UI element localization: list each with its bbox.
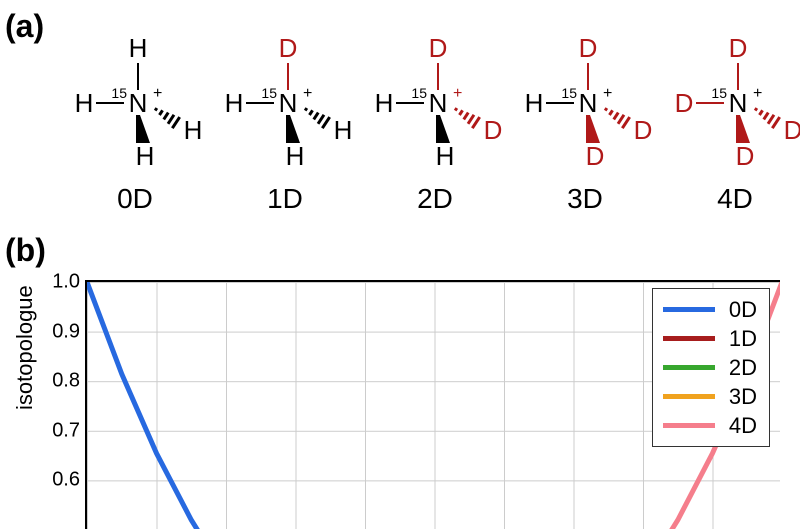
legend-label: 0D [729,297,757,323]
ytick: 0.8 [40,370,80,393]
atom-top: D [429,33,448,63]
molecule-svg-2D: D H D H 15 N + [360,15,510,180]
isotope-label: 15 [561,85,577,101]
center-atom: N [429,88,448,118]
center-atom: N [279,88,298,118]
molecules-row: H H H H 15 N + 0D D H H H 15 N + 1D D H … [60,15,800,215]
molecule-svg-4D: D D D D 15 N + [660,15,800,180]
atom-top: D [579,33,598,63]
plot-region: 0D 1D 2D 3D 4D [85,280,780,529]
atom-left: H [225,88,244,118]
center-atom: N [129,88,148,118]
molecule-1D: D H H H 15 N + 1D [210,15,360,215]
legend: 0D 1D 2D 3D 4D [652,288,770,447]
atom-right: D [634,115,653,145]
molecule-4D: D D D D 15 N + 4D [660,15,800,215]
atom-bottom: H [436,141,455,171]
charge-plus: + [453,85,462,102]
ytick: 0.9 [40,320,80,343]
isotope-label: 15 [111,85,127,101]
panel-b-label: (b) [5,232,46,269]
molecule-label: 1D [210,183,360,215]
y-axis-label: isotopologue [12,285,38,410]
legend-label: 1D [729,326,757,352]
molecule-svg-0D: H H H H 15 N + [60,15,210,180]
molecule-label: 0D [60,183,210,215]
isotope-label: 15 [411,85,427,101]
ytick: 0.6 [40,469,80,492]
molecule-label: 2D [360,183,510,215]
legend-label: 4D [729,413,757,439]
charge-plus: + [753,85,762,102]
atom-left: D [675,88,694,118]
legend-label: 2D [729,355,757,381]
atom-top: D [279,33,298,63]
molecule-label: 3D [510,183,660,215]
atom-right: H [184,115,203,145]
atom-top: D [729,33,748,63]
atom-left: H [75,88,94,118]
atom-top: H [129,33,148,63]
ytick: 0.7 [40,419,80,442]
legend-swatch [663,336,715,341]
legend-row: 0D [663,295,757,324]
charge-plus: + [603,85,612,102]
legend-row: 1D [663,324,757,353]
ytick: 1.0 [40,271,80,294]
legend-label: 3D [729,384,757,410]
chart-area: 0D 1D 2D 3D 4D 1.00.90.80.70.6 [85,280,780,529]
legend-swatch [663,307,715,312]
series-0D [87,282,435,529]
charge-plus: + [153,85,162,102]
atom-right: D [784,115,800,145]
legend-row: 4D [663,411,757,440]
isotope-label: 15 [711,85,727,101]
molecule-0D: H H H H 15 N + 0D [60,15,210,215]
atom-bottom: D [736,141,755,171]
center-atom: N [729,88,748,118]
atom-right: H [334,115,353,145]
atom-bottom: D [586,141,605,171]
atom-right: D [484,115,503,145]
molecule-2D: D H D H 15 N + 2D [360,15,510,215]
legend-swatch [663,423,715,428]
molecule-svg-1D: D H H H 15 N + [210,15,360,180]
atom-left: H [525,88,544,118]
legend-row: 3D [663,382,757,411]
molecule-label: 4D [660,183,800,215]
atom-bottom: H [286,141,305,171]
legend-swatch [663,365,715,370]
molecule-svg-3D: D H D D 15 N + [510,15,660,180]
isotope-label: 15 [261,85,277,101]
molecule-3D: D H D D 15 N + 3D [510,15,660,215]
panel-a-label: (a) [5,8,44,45]
charge-plus: + [303,85,312,102]
legend-row: 2D [663,353,757,382]
center-atom: N [579,88,598,118]
legend-swatch [663,394,715,399]
atom-left: H [375,88,394,118]
atom-bottom: H [136,141,155,171]
